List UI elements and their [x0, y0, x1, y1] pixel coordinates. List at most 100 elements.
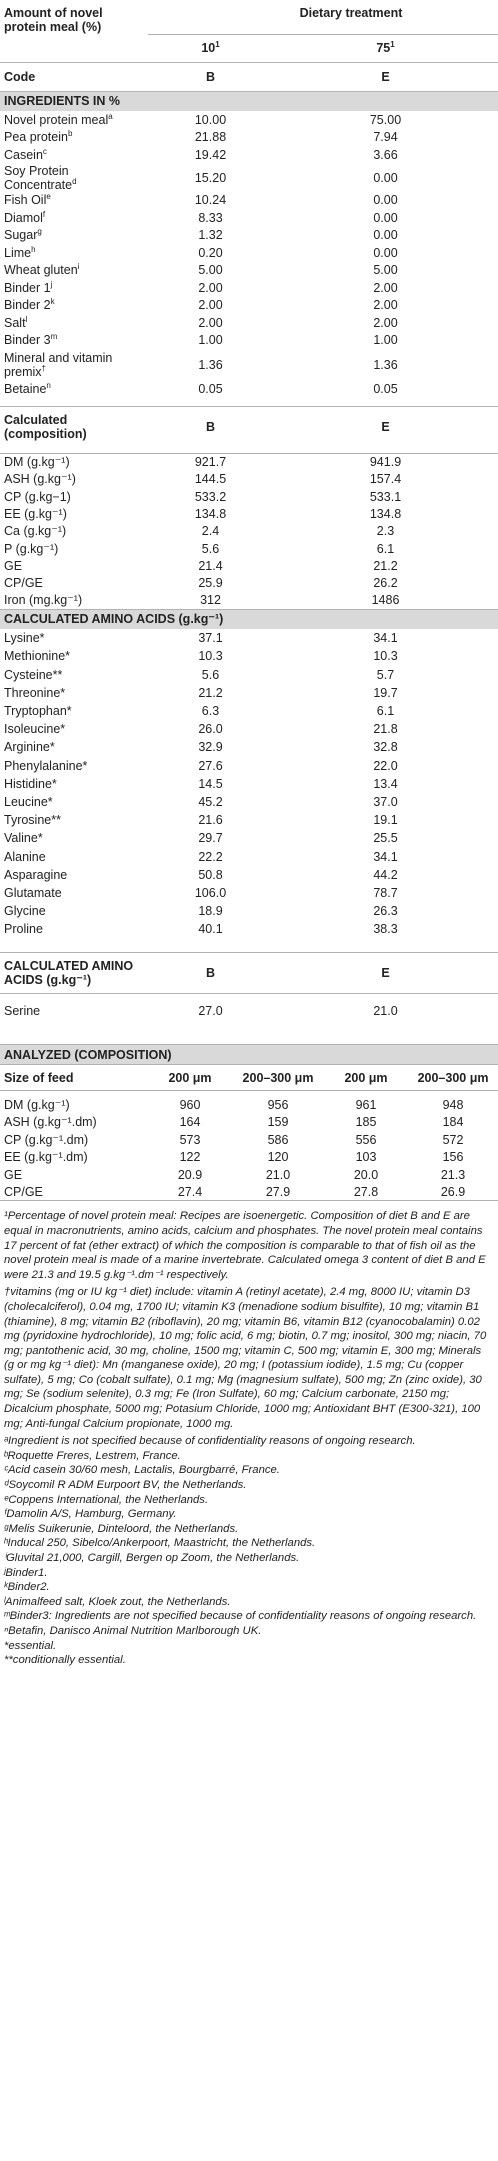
amino-value-e: 34.1 — [373, 849, 398, 864]
ingredients-value-e: 2.00 — [373, 298, 398, 313]
ingredients-heading-row: INGREDIENTS IN % — [0, 90, 498, 111]
calculated-row: GE 21.4 21.2 — [0, 557, 498, 574]
amount-label: Amount of novel protein meal (%) — [4, 6, 103, 34]
size-label: Size of feed — [0, 1064, 148, 1091]
amino-name: Glycine — [4, 904, 46, 919]
calculated-value-b: 5.6 — [201, 541, 220, 556]
amino-name: Asparagine — [4, 867, 68, 882]
analyzed-row: CP (g.kg⁻¹.dm) 573 586 556 572 — [0, 1131, 498, 1149]
footnote: ᵈSoycomil R ADM Eurpoort BV, the Netherl… — [4, 1479, 247, 1492]
calculated-row: Iron (mg.kg⁻¹) 312 1486 — [0, 592, 498, 609]
analyzed-value: 27.9 — [232, 1183, 324, 1202]
ingredients-heading: INGREDIENTS IN % — [0, 90, 498, 111]
amino-value-e: 13.4 — [373, 776, 398, 791]
ingredients-value-b: 1.32 — [198, 228, 223, 243]
analyzed-value: 103 — [355, 1150, 377, 1165]
ingredients-value-b: 5.00 — [198, 263, 223, 278]
analyzed-name: ASH (g.kg⁻¹.dm) — [4, 1115, 97, 1130]
code-e: E — [323, 61, 448, 91]
footnote: **conditionally essential. — [4, 1654, 126, 1667]
ingredients-name: Soy Protein Concentrated — [4, 163, 77, 192]
ingredients-name: Betainen — [4, 380, 51, 396]
amino-value-e: 5.7 — [376, 667, 395, 682]
footnote: ʲBinder1. — [4, 1566, 48, 1579]
footnotes: ¹Percentage of novel protein meal: Recip… — [0, 1201, 498, 1667]
amino-value-b: 106.0 — [194, 885, 227, 900]
amino-value-e: 10.3 — [373, 649, 398, 664]
calculated-value-b: 921.7 — [148, 452, 273, 471]
amino-row: Cysteine** 5.6 5.7 — [0, 666, 498, 684]
amino-row: Tyrosine** 21.6 19.1 — [0, 811, 498, 829]
footnote: ᶠDamolin A/S, Hamburg, Germany. — [4, 1508, 177, 1521]
calculated-row: P (g.kg⁻¹) 5.6 6.1 — [0, 540, 498, 557]
amino2-name: Serine — [0, 992, 148, 1029]
ingredients-value-b: 15.20 — [194, 170, 227, 185]
amino-value-b: 40.1 — [198, 922, 223, 937]
ingredients-value-e: 1.00 — [373, 333, 398, 348]
footnote: ᵍMelis Suikerunie, Dinteloord, the Nethe… — [4, 1522, 239, 1535]
ingredients-row: Binder 1j 2.00 2.00 — [0, 279, 498, 297]
amino-row: Isoleucine* 26.0 21.8 — [0, 720, 498, 738]
ingredients-row: Sugarg 1.32 0.00 — [0, 227, 498, 245]
header-row-2: 101 751 — [0, 33, 498, 62]
amino-value-e: 22.0 — [373, 758, 398, 773]
calculated-row: ASH (g.kg⁻¹) 144.5 157.4 — [0, 471, 498, 488]
ingredients-name: Novel protein meala — [4, 111, 113, 127]
ingredients-value-e: 2.00 — [373, 315, 398, 330]
ingredients-value-b: 0.20 — [198, 245, 223, 260]
spacer — [0, 1090, 498, 1096]
amino-name: Valine* — [4, 831, 43, 846]
amino-value-b: 18.9 — [198, 904, 223, 919]
amino-row: Glycine 18.9 26.3 — [0, 902, 498, 920]
calculated-value-e: 2.3 — [376, 524, 395, 539]
calculated-name: GE — [4, 558, 23, 573]
amino-name: Isoleucine* — [4, 722, 66, 737]
footnote: ⁿBetafin, Danisco Animal Nutrition Marlb… — [4, 1624, 262, 1637]
amino-name: Glutamate — [4, 885, 62, 900]
analyzed-row: EE (g.kg⁻¹.dm) 122 120 103 156 — [0, 1148, 498, 1166]
analyzed-value: 27.8 — [324, 1183, 408, 1202]
analyzed-value: 21.0 — [265, 1167, 291, 1182]
ingredients-value-b: 8.33 — [198, 210, 223, 225]
calculated-heading-row: Calculated (composition) B E — [0, 406, 498, 447]
ingredients-row: Binder 3m 1.00 1.00 — [0, 332, 498, 350]
analyzed-value: 21.3 — [440, 1167, 466, 1182]
calculated-row: CP/GE 25.9 26.2 — [0, 575, 498, 592]
ingredients-row: Diamolf 8.33 0.00 — [0, 209, 498, 227]
amino-row: Leucine* 45.2 37.0 — [0, 793, 498, 811]
analyzed-value: 184 — [442, 1115, 464, 1130]
amino-value-e: 34.1 — [373, 631, 398, 646]
calculated-value-e: 21.2 — [373, 558, 398, 573]
calculated-value-b: 2.4 — [201, 524, 220, 539]
footnote: ʰInducal 250, Sibelco/Ankerpoort, Maastr… — [4, 1537, 316, 1550]
ingredients-value-e: 3.66 — [373, 147, 398, 162]
footnote: ¹Percentage of novel protein meal: Recip… — [4, 1210, 486, 1281]
amino-row: Threonine* 21.2 19.7 — [0, 684, 498, 702]
ingredients-name: Fish Oile — [4, 192, 51, 208]
ingredients-name: Binder 2k — [4, 297, 55, 313]
footnote: ᵉCoppens International, the Netherlands. — [4, 1493, 209, 1506]
footnote: ᵇRoquette Freres, Lestrem, France. — [4, 1449, 181, 1462]
analyzed-heading-row: ANALYZED (COMPOSITION) — [0, 1044, 498, 1065]
ingredients-row: Mineral and vitamin premix† 1.36 1.36 — [0, 349, 498, 380]
ingredients-row: Wheat gluteni 5.00 5.00 — [0, 262, 498, 280]
ingredients-value-b: 1.00 — [198, 333, 223, 348]
ingredients-value-b: 10.00 — [194, 112, 227, 127]
calculated-value-b: 25.9 — [198, 576, 223, 591]
amino-value-b: 22.2 — [198, 849, 223, 864]
footnote: ˡAnimalfeed salt, Kloek zout, the Nether… — [4, 1595, 231, 1608]
spacer — [0, 938, 498, 952]
ingredients-value-b: 21.88 — [194, 130, 227, 145]
spacer — [0, 1028, 498, 1044]
amount-e: 751 — [323, 33, 448, 62]
amino-row: Proline 40.1 38.3 — [0, 920, 498, 938]
amino-value-b: 10.3 — [198, 649, 223, 664]
calculated-col-b: B — [148, 406, 273, 447]
analyzed-row: GE 20.9 21.0 20.0 21.3 — [0, 1166, 498, 1184]
calculated-name: ASH (g.kg⁻¹) — [4, 472, 76, 487]
ingredients-row: Soy Protein Concentrated 15.20 0.00 — [0, 164, 498, 192]
amino-value-b: 32.9 — [198, 740, 223, 755]
ingredients-name: Binder 3m — [4, 332, 58, 348]
size-col: 200–300 μm — [232, 1064, 324, 1091]
analyzed-row: CP/GE 27.4 27.9 27.8 26.9 — [0, 1183, 498, 1202]
